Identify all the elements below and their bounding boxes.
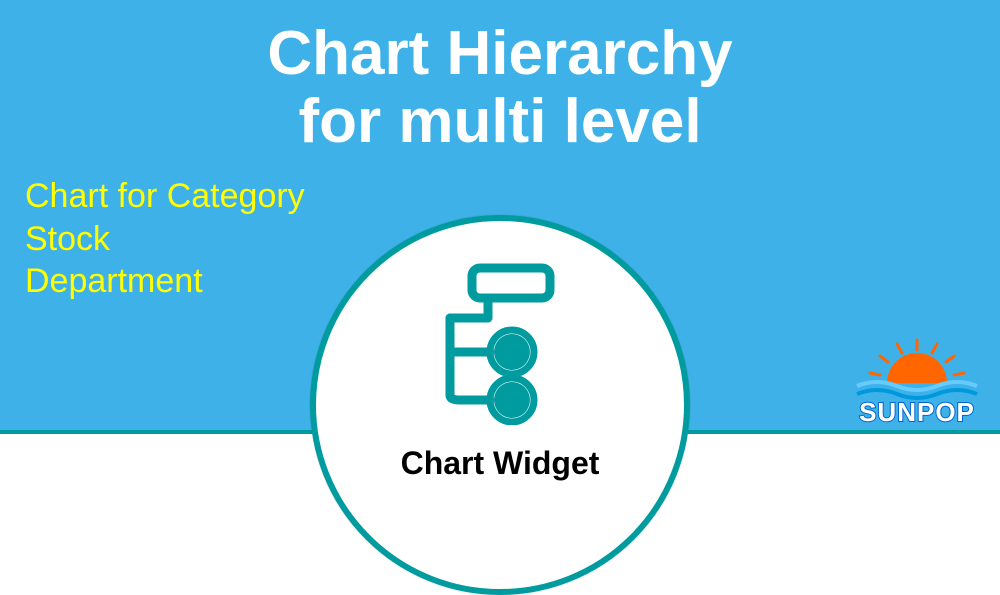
circle-content bbox=[420, 260, 580, 425]
title-line-2: for multi level bbox=[0, 88, 1000, 156]
main-title: Chart Hierarchy for multi level bbox=[0, 20, 1000, 156]
title-line-1: Chart Hierarchy bbox=[0, 20, 1000, 88]
widget-label: Chart Widget bbox=[0, 445, 1000, 482]
subtitle-block: Chart for Category Stock Department bbox=[25, 175, 305, 303]
subtitle-line-2: Stock bbox=[25, 218, 305, 261]
subtitle-line-1: Chart for Category bbox=[25, 175, 305, 218]
sunpop-logo: SUNPOP bbox=[852, 338, 982, 428]
logo-text: SUNPOP bbox=[859, 397, 975, 427]
subtitle-line-3: Department bbox=[25, 260, 305, 303]
hierarchy-tree-icon bbox=[420, 260, 580, 425]
